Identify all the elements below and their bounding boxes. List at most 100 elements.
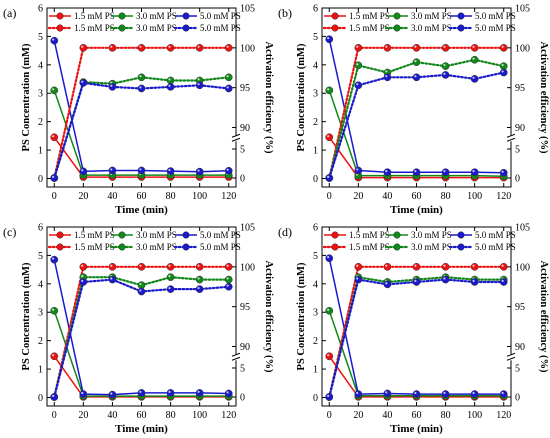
y-right-tick-label: 105 [515,4,530,15]
y-left-tick-label: 0 [38,174,43,185]
y-left-tick-label: 5 [313,251,318,262]
x-tick-label: 20 [78,410,88,421]
x-tick-label: 20 [353,410,363,421]
legend-swatch-marker [393,12,401,20]
data-point [499,43,508,52]
data-point-highlight [139,86,142,89]
data-point-highlight [52,38,55,41]
data-point [224,389,233,398]
x-tick-label: 40 [107,410,117,421]
y-left-tick-label: 4 [313,279,318,290]
data-point [441,62,450,71]
legend-swatch-marker [56,243,64,251]
data-point-highlight [139,289,142,292]
data-point [499,168,508,177]
data-point [470,75,479,83]
y-right-tick-label: 0 [515,174,520,185]
legend-label: 3.0 mM PS [136,11,177,21]
x-tick-label: 100 [192,191,207,202]
data-point [137,43,146,52]
series-line [328,71,505,180]
data-point-highlight [81,279,84,282]
data-point-highlight [168,390,171,393]
data-point-highlight [197,169,200,172]
data-point [79,79,88,87]
data-point-highlight [385,70,388,73]
y-left-tick-label: 2 [38,336,43,347]
data-point-highlight [385,45,388,48]
y-right-axis-label: Activation efficiency (%) [263,261,274,373]
x-tick-label: 100 [192,410,207,421]
legend-label: 3.0 mM PS [411,23,452,33]
data-point-highlight [81,264,84,267]
plot-frame [46,7,237,188]
legend-swatch-marker [393,231,401,239]
data-point-highlight [414,264,417,267]
y-left-axis-label: PS Concentration (mM) [296,43,307,151]
data-point-highlight [414,75,417,78]
chart-panel: (c) 0 20 40 60 80 100 120 Time (min) 0 1 2 3 4 5 6 PS Co… [3,223,274,436]
data-point [354,81,363,90]
data-point-highlight [327,394,330,397]
series-line [53,81,230,180]
data-point [499,390,508,398]
y-left-axis-label: PS Concentration (mM) [21,43,32,151]
data-point [499,262,508,271]
data-point-highlight [501,70,504,73]
data-point-highlight [110,168,113,171]
data-point [166,285,175,293]
data-point [354,275,363,284]
x-tick-label: 60 [137,191,147,202]
data-point-highlight [168,264,171,267]
legend-label: 1.5 mM PS [74,23,115,33]
data-point [137,166,146,175]
axis-break-gap [233,135,239,142]
data-point [470,390,479,398]
y-left-tick-label: 6 [38,223,43,234]
y-right-tick-label: 0 [240,174,245,185]
axis-break-mark [231,133,241,142]
legend-label: 5.0 mM PS [475,11,516,21]
data-point-highlight [81,80,84,83]
x-tick-label: 80 [166,191,176,202]
legend-swatch-marker [56,231,64,239]
data-point-highlight [501,45,504,48]
y-left-tick-label: 6 [313,4,318,15]
y-left-tick-label: 5 [38,251,43,262]
legend-label: 1.5 mM PS [349,11,390,21]
x-tick-label: 20 [353,191,363,202]
data-point [470,262,479,271]
data-point [499,62,508,71]
data-point-highlight [52,308,55,311]
legend-label: 3.0 mM PS [411,230,452,240]
legend-swatch-marker [182,231,190,239]
legend-label: 1.5 mM PS [74,242,115,252]
y-right-tick-label: 95 [240,83,250,94]
data-point-highlight [356,63,359,66]
legend-swatch-marker [331,24,339,32]
data-point-highlight [327,354,330,357]
axis-break-gap [233,354,239,361]
x-tick-label: 120 [496,410,511,421]
x-tick-label: 0 [52,410,57,421]
data-point-highlight [414,391,417,395]
legend-swatch-marker [56,24,64,32]
legend-swatch-marker [393,243,401,251]
legend-label: 3.0 mM PS [136,242,177,252]
legend-swatch-marker [118,24,126,32]
data-point [383,73,392,82]
data-point [383,43,392,52]
data-point [166,389,175,397]
data-point [383,389,392,398]
data-point [441,168,450,177]
data-point [195,262,204,271]
x-axis-label: Time (min) [115,204,168,216]
data-point [108,166,117,175]
data-point-highlight [197,390,200,393]
data-point-highlight [501,391,504,395]
data-point-highlight [356,168,359,171]
series-line [328,90,504,177]
data-point-highlight [443,391,446,395]
y-right-tick-label: 5 [515,145,520,156]
data-point-highlight [327,135,330,138]
